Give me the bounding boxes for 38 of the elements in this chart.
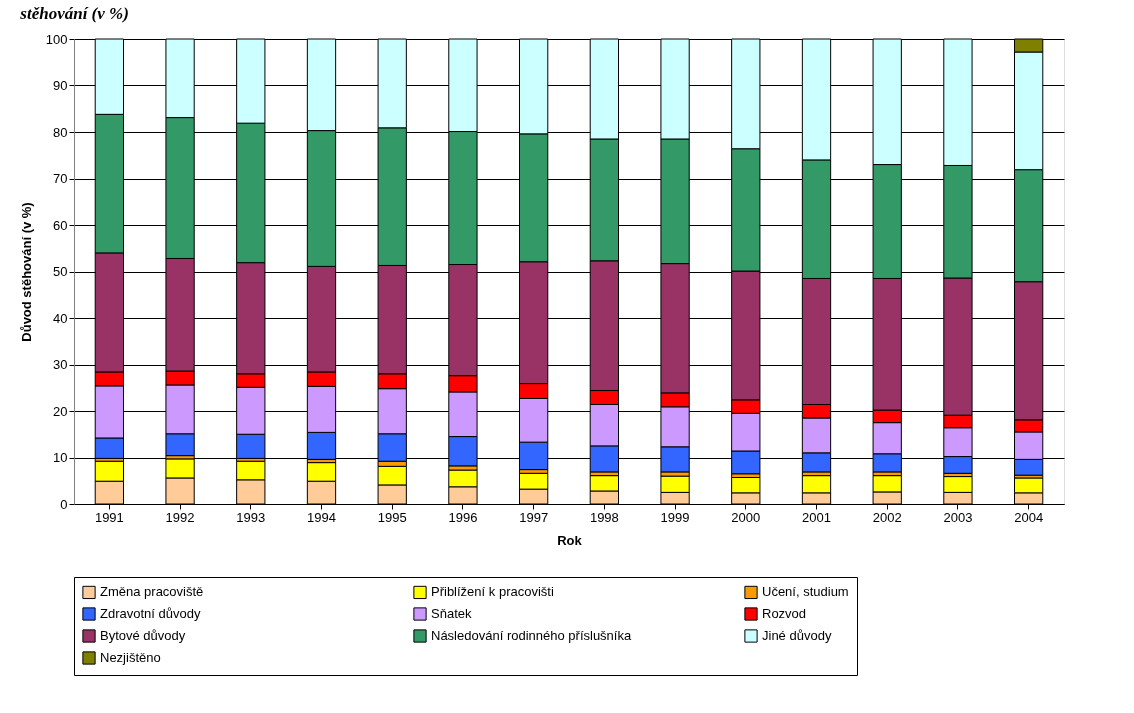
x-tick-label: 1998 xyxy=(589,509,619,525)
x-axis-title: Rok xyxy=(557,532,583,548)
legend-label: Učení, studium xyxy=(762,584,849,600)
chart-title: stěhování (v %) xyxy=(19,4,129,23)
x-tick-label: 1994 xyxy=(307,509,336,525)
x-tick-label: 1999 xyxy=(660,509,690,525)
x-tick-label: 2004 xyxy=(1014,509,1044,525)
x-tick-label: 1996 xyxy=(448,509,478,525)
legend-label: Nezjištěno xyxy=(100,650,161,665)
legend-label: Rozvod xyxy=(762,606,807,621)
y-tick-label: 50 xyxy=(53,264,68,279)
y-tick-label: 100 xyxy=(45,31,68,47)
legend-label: Změna pracoviště xyxy=(100,584,204,600)
legend-label: Následování rodinného příslušníka xyxy=(431,628,632,643)
y-axis-title: Důvod stěhování (v %) xyxy=(18,202,34,342)
y-tick-label: 70 xyxy=(53,171,68,186)
x-tick-label: 2002 xyxy=(872,509,902,525)
x-tick-label: 1993 xyxy=(236,509,266,525)
legend-label: Jiné důvody xyxy=(762,628,832,643)
y-tick-label: 80 xyxy=(53,124,68,140)
legend-label: Zdravotní důvody xyxy=(100,606,201,621)
legend-label: Přiblížení k pracovišti xyxy=(431,584,554,600)
y-tick-label: 0 xyxy=(60,496,68,512)
y-tick-label: 60 xyxy=(53,217,68,233)
legend-label: Bytové důvody xyxy=(100,628,186,643)
x-tick-label: 2000 xyxy=(731,509,761,525)
x-tick-label: 1992 xyxy=(165,509,195,525)
x-tick-label: 1991 xyxy=(94,509,124,525)
x-tick-label: 1997 xyxy=(519,509,549,525)
y-tick-label: 30 xyxy=(53,357,68,372)
y-tick-label: 90 xyxy=(53,78,68,93)
x-tick-label: 2001 xyxy=(802,509,831,525)
x-tick-label: 1995 xyxy=(377,509,407,525)
legend-label: Sňatek xyxy=(431,606,472,621)
y-tick-label: 40 xyxy=(53,310,68,326)
y-tick-label: 10 xyxy=(53,450,68,465)
y-tick-label: 20 xyxy=(53,403,68,419)
x-tick-label: 2003 xyxy=(943,509,973,525)
